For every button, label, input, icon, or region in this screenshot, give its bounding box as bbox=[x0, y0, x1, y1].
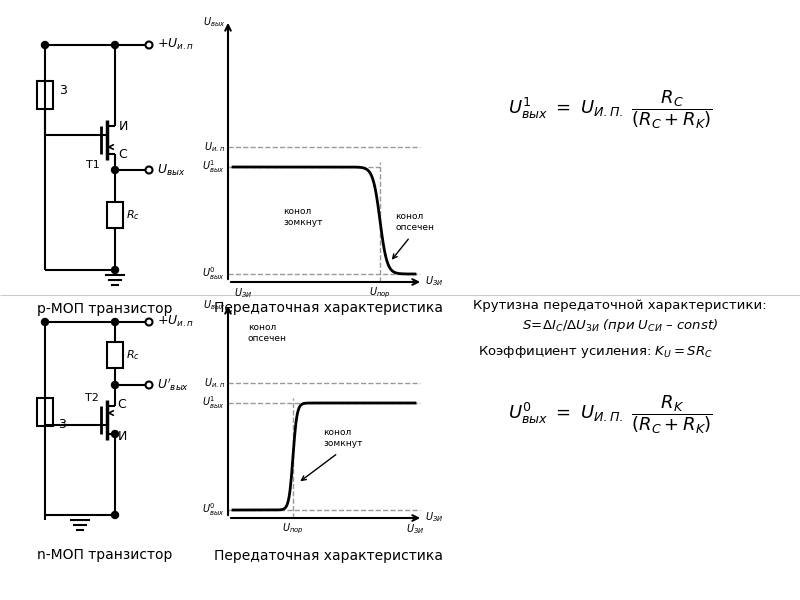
Text: Передаточная характеристика: Передаточная характеристика bbox=[214, 301, 442, 315]
Text: $U_{пор}$: $U_{пор}$ bbox=[369, 286, 391, 300]
Bar bbox=[107, 202, 123, 228]
Text: T2: T2 bbox=[85, 393, 99, 403]
Circle shape bbox=[146, 382, 153, 389]
Text: С: С bbox=[118, 148, 127, 160]
Text: $U_{вых}$: $U_{вых}$ bbox=[203, 298, 226, 312]
Text: $U^{1}_{вых}$: $U^{1}_{вых}$ bbox=[202, 395, 225, 412]
Text: $U_{ЗИ}$: $U_{ЗИ}$ bbox=[425, 274, 443, 288]
Circle shape bbox=[111, 166, 118, 173]
Text: Крутизна передаточной характеристики:: Крутизна передаточной характеристики: bbox=[473, 298, 767, 311]
Text: $U^{1}_{вых}\ =\ U_{И.П.}\ \dfrac{R_{C}}{(R_{C}+R_{K})}$: $U^{1}_{вых}\ =\ U_{И.П.}\ \dfrac{R_{C}}… bbox=[507, 89, 713, 131]
Circle shape bbox=[146, 41, 153, 49]
Text: Коэффициент усиления: $K_U = SR_C$: Коэффициент усиления: $K_U = SR_C$ bbox=[478, 344, 713, 360]
Text: Передаточная характеристика: Передаточная характеристика bbox=[214, 549, 442, 563]
Text: $U^{0}_{вых}$: $U^{0}_{вых}$ bbox=[202, 266, 225, 283]
Text: $U'_{вых}$: $U'_{вых}$ bbox=[157, 377, 189, 394]
Text: $+U_{и.п}$: $+U_{и.п}$ bbox=[157, 37, 194, 52]
Circle shape bbox=[111, 319, 118, 325]
Bar bbox=[37, 398, 53, 426]
Text: конол
зомкнут: конол зомкнут bbox=[283, 208, 322, 227]
Circle shape bbox=[111, 511, 118, 518]
Text: $+U_{и.п}$: $+U_{и.п}$ bbox=[157, 313, 194, 329]
Circle shape bbox=[111, 41, 118, 49]
Text: конол
зомкнут: конол зомкнут bbox=[323, 428, 362, 448]
Text: n-МОП транзистор: n-МОП транзистор bbox=[38, 548, 173, 562]
Bar bbox=[37, 81, 53, 109]
Text: $U_{вых}$: $U_{вых}$ bbox=[203, 15, 226, 29]
Text: конол
опсечен: конол опсечен bbox=[395, 212, 434, 232]
Circle shape bbox=[42, 319, 49, 325]
Text: T1: T1 bbox=[86, 160, 100, 170]
Text: $U_{и.п}$: $U_{и.п}$ bbox=[204, 140, 225, 154]
Text: $S\!=\!\Delta I_C/\Delta U_{3И}$ (при $U_{СИ}$ – const): $S\!=\!\Delta I_C/\Delta U_{3И}$ (при $U… bbox=[522, 317, 718, 334]
Text: $R_c$: $R_c$ bbox=[126, 208, 140, 222]
Text: 3: 3 bbox=[59, 83, 67, 97]
Circle shape bbox=[111, 382, 118, 389]
Bar bbox=[107, 342, 123, 368]
Circle shape bbox=[111, 431, 118, 437]
Text: конол
опсечен: конол опсечен bbox=[248, 323, 287, 343]
Text: $U_{ЗИ}$: $U_{ЗИ}$ bbox=[406, 522, 424, 536]
Text: С: С bbox=[118, 397, 126, 410]
Text: $U_{вых}$: $U_{вых}$ bbox=[157, 163, 186, 178]
Text: $R_c$: $R_c$ bbox=[126, 348, 140, 362]
Circle shape bbox=[42, 41, 49, 49]
Circle shape bbox=[146, 319, 153, 325]
Text: $U_{ЗИ}$: $U_{ЗИ}$ bbox=[234, 286, 252, 300]
Text: $U^{0}_{вых}\ =\ U_{И.П.}\ \dfrac{R_{K}}{(R_{C}+R_{K})}$: $U^{0}_{вых}\ =\ U_{И.П.}\ \dfrac{R_{K}}… bbox=[507, 394, 713, 436]
Circle shape bbox=[146, 166, 153, 173]
Text: $U^{0}_{вых}$: $U^{0}_{вых}$ bbox=[202, 502, 225, 518]
Circle shape bbox=[111, 266, 118, 274]
Text: И: И bbox=[118, 119, 128, 133]
Text: 3: 3 bbox=[58, 419, 66, 431]
Text: $U^{1}_{вых}$: $U^{1}_{вых}$ bbox=[202, 158, 225, 175]
Text: $U_{ЗИ}$: $U_{ЗИ}$ bbox=[425, 510, 443, 524]
Text: И: И bbox=[118, 430, 126, 443]
Text: $U_{и.п}$: $U_{и.п}$ bbox=[204, 376, 225, 390]
Text: р-МОП транзистор: р-МОП транзистор bbox=[38, 302, 173, 316]
Text: $U_{пор}$: $U_{пор}$ bbox=[282, 522, 304, 536]
